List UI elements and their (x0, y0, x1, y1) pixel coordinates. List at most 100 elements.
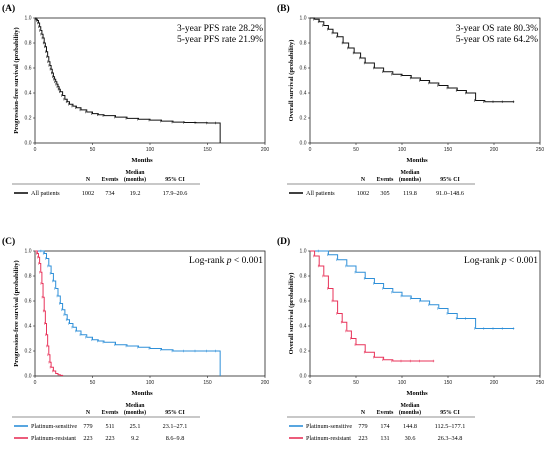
table-row-median: 9.2 (131, 435, 139, 442)
table-row-n: 779 (83, 423, 92, 430)
table-row-ci: 23.1–27.1 (163, 423, 188, 430)
x-axis-title: Months (406, 157, 428, 164)
x-tick-label: 100 (398, 147, 407, 153)
panel-label: (B) (277, 3, 290, 14)
table-row-median: 144.8 (403, 423, 417, 430)
table-header-median-unit: (months) (124, 409, 146, 416)
table-row-events: 174 (380, 423, 389, 430)
table-row-n: 779 (358, 423, 367, 430)
y-tick-label: 0.0 (25, 374, 32, 380)
y-tick-label: 0.2 (25, 349, 32, 355)
km-panel-d: (D) 0.0 0.2 0.4 0.6 0.8 1.0 0 50 100 150 200 250 Mont… (275, 233, 550, 466)
panel-label: (D) (277, 236, 290, 247)
x-axis-title: Months (131, 390, 153, 397)
table-row-n: 223 (358, 435, 367, 442)
table-header-ci: 95% CI (165, 177, 185, 183)
table-row-label: Platinum-sensitive (306, 423, 352, 430)
table-header-n: N (361, 177, 366, 183)
annotation: 5-year OS rate 64.2% (456, 35, 538, 45)
annotation: 3-year OS rate 80.3% (456, 24, 538, 34)
table-row-events: 305 (380, 190, 389, 197)
y-tick-label: 0.4 (300, 91, 307, 97)
x-tick-label: 150 (203, 380, 212, 386)
km-curve-series-2 (310, 250, 435, 362)
table-row-events: 511 (105, 423, 114, 430)
y-tick-label: 0.6 (300, 66, 307, 72)
annotation: Log-rank p < 0.001 (464, 256, 538, 266)
km-curve-series-1 (35, 250, 221, 376)
y-tick-label: 1.0 (300, 249, 307, 255)
plot-frame (309, 250, 541, 377)
km-curve-series-1 (35, 17, 221, 143)
km-panel-a: (A) 0.0 0.2 0.4 0.6 0.8 1.0 0 50 100 150 200 Months P… (0, 0, 275, 233)
table-row-median: 119.8 (403, 190, 417, 197)
x-tick-label: 150 (444, 380, 453, 386)
x-tick-label: 0 (34, 147, 37, 153)
y-tick-label: 0.8 (25, 274, 32, 280)
x-tick-label: 0 (34, 380, 37, 386)
table-header-median: Median (400, 170, 420, 176)
x-tick-label: 100 (146, 147, 155, 153)
y-tick-label: 0.6 (25, 66, 32, 72)
x-tick-label: 200 (261, 147, 270, 153)
table-row-label: Platinum-resistant (306, 435, 351, 442)
km-panel-c: (C) 0.0 0.2 0.4 0.6 0.8 1.0 0 50 100 150 200 Months P… (0, 233, 275, 466)
y-tick-label: 0.6 (300, 299, 307, 305)
km-chart-svg: (B) 0.0 0.2 0.4 0.6 0.8 1.0 0 50 100 150 200 250 Mont… (277, 3, 545, 197)
table-header-events: Events (377, 410, 394, 416)
table-row-events: 131 (380, 435, 389, 442)
x-tick-label: 50 (353, 147, 359, 153)
table-row-label: Platinum-sensitive (31, 423, 77, 430)
table-header-ci: 95% CI (440, 410, 460, 416)
y-tick-label: 0.2 (300, 116, 307, 122)
annotation: 5-year PFS rate 21.9% (177, 35, 263, 45)
y-axis-title: Overall survival (probability) (288, 40, 295, 122)
y-tick-label: 0.8 (300, 274, 307, 280)
km-chart-svg: (D) 0.0 0.2 0.4 0.6 0.8 1.0 0 50 100 150 200 250 Mont… (277, 236, 545, 442)
x-tick-label: 100 (398, 380, 407, 386)
table-header-median: Median (125, 170, 145, 176)
table-row-ci: 91.0–148.6 (436, 190, 464, 197)
x-tick-label: 250 (536, 147, 545, 153)
y-tick-label: 0.4 (300, 324, 307, 330)
table-header-median-unit: (months) (399, 409, 421, 416)
table-row-median: 25.1 (130, 423, 141, 430)
table-header-median: Median (125, 403, 145, 409)
table-header-events: Events (102, 410, 119, 416)
x-tick-label: 150 (444, 147, 453, 153)
table-row-n: 1002 (357, 190, 369, 197)
y-tick-label: 0.8 (300, 41, 307, 47)
table-row-ci: 8.6–9.8 (166, 435, 185, 442)
km-curve-series-1 (310, 17, 515, 103)
x-tick-label: 200 (261, 380, 270, 386)
x-axis-title: Months (131, 157, 153, 164)
table-row-ci: 17.9–20.6 (163, 190, 188, 197)
table-header-events: Events (377, 177, 394, 183)
table-row-label: All patients (31, 190, 60, 197)
panel-label: (A) (2, 3, 15, 14)
table-row-label: All patients (306, 190, 335, 197)
x-tick-label: 0 (309, 147, 312, 153)
table-row-events: 223 (105, 435, 114, 442)
y-tick-label: 0.6 (25, 299, 32, 305)
x-tick-label: 50 (90, 380, 96, 386)
panel-label: (C) (2, 236, 15, 247)
table-row-label: Platinum-resistant (31, 435, 76, 442)
annotation: Log-rank p < 0.001 (189, 256, 263, 266)
x-tick-label: 250 (536, 380, 545, 386)
table-header-median-unit: (months) (124, 176, 146, 183)
table-header-events: Events (102, 177, 119, 183)
table-row-median: 19.2 (130, 190, 141, 197)
km-chart-svg: (A) 0.0 0.2 0.4 0.6 0.8 1.0 0 50 100 150 200 Months P… (2, 3, 270, 197)
y-tick-label: 0.4 (25, 91, 32, 97)
y-axis-title: Overall survival (probability) (288, 273, 295, 355)
table-header-ci: 95% CI (165, 410, 185, 416)
table-header-n: N (86, 177, 91, 183)
y-tick-label: 0.8 (25, 41, 32, 47)
y-tick-label: 1.0 (25, 16, 32, 22)
x-tick-label: 150 (203, 147, 212, 153)
y-tick-label: 0.0 (300, 141, 307, 147)
table-header-median: Median (400, 403, 420, 409)
km-chart-svg: (C) 0.0 0.2 0.4 0.6 0.8 1.0 0 50 100 150 200 Months P… (2, 236, 270, 442)
table-row-events: 734 (105, 190, 114, 197)
